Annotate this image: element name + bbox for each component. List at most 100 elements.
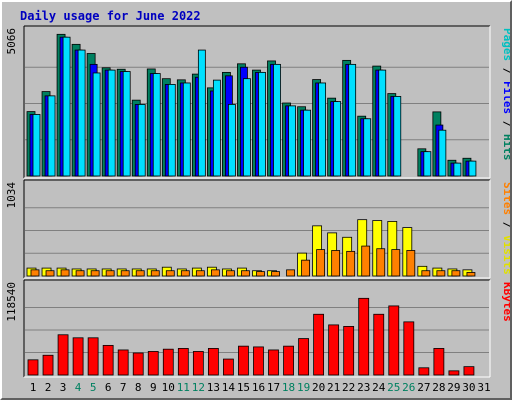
x-tick-label-day-8: 8: [135, 381, 142, 394]
chart-title: Daily usage for June 2022: [20, 9, 201, 23]
bar-pages-day-8: [137, 104, 146, 177]
bar-pages-day-20: [318, 82, 327, 177]
chart-panel-3: 118540 KBytes: [5, 279, 510, 378]
bar-pages-day-18: [288, 105, 296, 177]
bar-sites-day-16: [256, 271, 265, 277]
bar-sites-day-29: [451, 270, 461, 277]
bar-kbytes-day-20: [313, 313, 325, 376]
bar-pages-day-9: [152, 73, 161, 177]
bar-pages-day-30: [468, 160, 477, 177]
bar-kbytes-day-1: [27, 359, 39, 376]
bar-sites-day-21: [331, 250, 341, 277]
bar-sites-day-5: [90, 270, 100, 277]
x-tick-label-day-3: 3: [60, 381, 67, 394]
bar-kbytes-day-25: [388, 305, 400, 376]
bar-sites-day-27: [421, 270, 431, 277]
bar-sites-day-20: [316, 249, 326, 277]
bar-pages-day-12: [197, 49, 206, 177]
bar-kbytes-day-6: [102, 344, 114, 376]
x-tick-label-day-31: 31: [477, 381, 490, 394]
x-tick-label-day-15: 15: [237, 381, 250, 394]
bar-sites-day-15: [241, 270, 250, 277]
bar-sites-day-14: [226, 270, 235, 277]
x-tick-label-day-30: 30: [462, 381, 475, 394]
bar-kbytes-day-10: [162, 348, 174, 376]
bar-kbytes-day-24: [373, 313, 385, 376]
bar-pages-day-1: [32, 114, 41, 177]
x-tick-label-day-23: 23: [357, 381, 370, 394]
x-tick-label-day-27: 27: [417, 381, 430, 394]
bar-pages-day-28: [438, 129, 447, 177]
bar-pages-day-21: [333, 101, 342, 177]
bar-sites-day-11: [180, 270, 190, 277]
bar-sites-day-26: [406, 250, 416, 277]
bar-kbytes-day-14: [223, 358, 234, 376]
x-tick-label-day-12: 12: [192, 381, 205, 394]
y-max-label: 1034: [5, 182, 18, 209]
bar-sites-day-8: [135, 270, 145, 277]
x-tick-label-day-29: 29: [447, 381, 460, 394]
bar-sites-day-10: [165, 270, 175, 277]
legend-item: KBytes: [501, 282, 510, 322]
bar-kbytes-day-22: [343, 326, 355, 376]
legend-item: /: [501, 61, 510, 81]
bar-sites-day-17: [271, 271, 280, 277]
bar-pages-day-19: [303, 109, 311, 177]
bar-sites-day-18: [286, 269, 295, 277]
bar-pages-day-13: [212, 79, 221, 177]
bar-sites-day-7: [120, 270, 130, 277]
x-tick-label-day-24: 24: [372, 381, 386, 394]
bar-sites-day-22: [346, 250, 356, 277]
x-tick-label-day-9: 9: [150, 381, 157, 394]
x-tick-label-day-25: 25: [387, 381, 400, 394]
bar-sites-day-19: [301, 259, 310, 277]
bar-kbytes-day-15: [238, 345, 249, 376]
bar-kbytes-day-7: [117, 349, 129, 376]
bar-sites-day-3: [60, 269, 70, 277]
legend-item: /: [501, 215, 510, 235]
bar-pages-day-14: [228, 104, 236, 177]
legend-item: Pages: [501, 28, 510, 61]
bar-pages-day-5: [92, 72, 101, 177]
legend-label: Sites / Visits: [501, 182, 510, 275]
bar-kbytes-day-8: [132, 352, 144, 376]
bar-pages-day-3: [62, 36, 71, 177]
x-tick-label-day-17: 17: [267, 381, 280, 394]
bar-sites-day-1: [30, 269, 40, 277]
legend-item: Sites: [501, 182, 510, 215]
bar-pages-day-6: [107, 69, 116, 177]
bar-kbytes-day-2: [42, 354, 54, 376]
bar-sites-day-12: [195, 270, 205, 277]
x-tick-label-day-10: 10: [162, 381, 175, 394]
bar-kbytes-day-30: [463, 366, 475, 376]
chart-panel-1: 5066 Pages / Files / Hits: [5, 25, 510, 179]
bar-kbytes-day-23: [358, 297, 370, 376]
bar-sites-day-24: [376, 248, 386, 277]
legend-item: Hits: [501, 134, 510, 161]
bar-kbytes-day-3: [57, 334, 69, 376]
bar-sites-day-30: [466, 272, 476, 277]
bar-pages-day-2: [47, 95, 56, 177]
x-tick-label-day-21: 21: [327, 381, 340, 394]
bar-pages-day-23: [363, 118, 372, 177]
x-tick-label-day-19: 19: [297, 381, 310, 394]
bar-pages-day-17: [273, 63, 281, 177]
bar-pages-day-16: [258, 71, 266, 177]
legend-label: Pages / Files / Hits: [501, 28, 510, 161]
bar-kbytes-day-18: [283, 345, 294, 376]
bar-sites-day-23: [361, 245, 371, 277]
x-tick-label-day-28: 28: [432, 381, 445, 394]
x-tick-label-day-7: 7: [120, 381, 127, 394]
bar-pages-day-11: [182, 82, 191, 177]
legend-item: Visits: [501, 235, 510, 275]
bar-sites-day-25: [391, 249, 401, 277]
y-max-label: 5066: [5, 28, 18, 55]
bar-pages-day-4: [77, 49, 86, 177]
x-tick-label-day-14: 14: [222, 381, 236, 394]
bar-sites-day-13: [210, 269, 220, 277]
bar-pages-day-25: [393, 96, 402, 177]
bar-kbytes-day-27: [418, 367, 430, 376]
x-tick-label-day-6: 6: [105, 381, 112, 394]
